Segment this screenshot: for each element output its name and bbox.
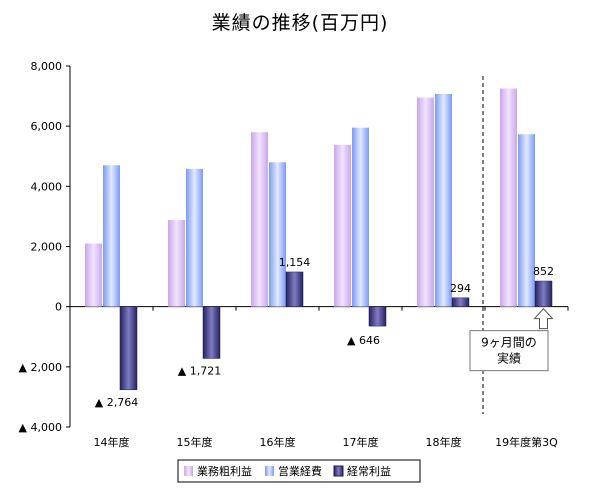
data-label: 294 xyxy=(450,282,471,295)
bar xyxy=(269,162,286,307)
legend-swatch xyxy=(265,466,274,476)
bar xyxy=(352,127,369,307)
legend-label: 営業経費 xyxy=(278,464,322,478)
y-tick-label: 6,000 xyxy=(31,120,63,133)
legend-box xyxy=(177,459,421,483)
annotation-text: 9ヶ月間の xyxy=(481,336,537,350)
x-tick-label: 18年度 xyxy=(426,435,462,449)
bar xyxy=(186,168,203,307)
annotation-box xyxy=(469,330,549,372)
bar xyxy=(435,93,452,307)
chart-title: 業績の推移(百万円) xyxy=(211,12,389,34)
x-tick-label: 19年度第3Q xyxy=(495,435,558,449)
bar xyxy=(451,297,470,307)
bar xyxy=(417,97,434,307)
legend-swatch xyxy=(184,466,193,476)
x-tick-label: 17年度 xyxy=(343,435,379,449)
bar xyxy=(202,306,221,359)
data-label: 852 xyxy=(533,265,554,278)
bar xyxy=(534,280,553,307)
data-label: ▲ 1,721 xyxy=(178,364,221,377)
data-label: 1,154 xyxy=(279,256,311,269)
annotation-text: 実績 xyxy=(497,351,521,366)
x-tick-label: 14年度 xyxy=(94,435,130,449)
x-tick-label: 16年度 xyxy=(260,435,296,449)
bar xyxy=(368,306,387,327)
y-tick-label: ▲ 4,000 xyxy=(19,421,62,434)
bar xyxy=(119,306,138,391)
bar xyxy=(334,144,351,307)
x-tick-label: 15年度 xyxy=(177,435,213,449)
y-tick-label: 2,000 xyxy=(31,241,63,254)
bar xyxy=(518,134,535,307)
legend-swatch xyxy=(333,465,344,477)
bar xyxy=(168,220,185,307)
data-label: ▲ 646 xyxy=(347,334,380,347)
bar xyxy=(500,88,517,307)
legend-label: 業務粗利益 xyxy=(197,464,252,478)
y-tick-label: 4,000 xyxy=(31,180,63,193)
y-tick-label: 0 xyxy=(55,301,62,314)
y-tick-label: ▲ 2,000 xyxy=(19,361,62,374)
bar xyxy=(285,271,304,307)
bar xyxy=(251,132,268,307)
bar xyxy=(85,243,102,307)
annotation-arrow xyxy=(533,307,554,330)
bar xyxy=(103,165,120,307)
legend-label: 経常利益 xyxy=(347,464,391,478)
data-label: ▲ 2,764 xyxy=(95,396,138,409)
y-tick-label: 8,000 xyxy=(31,60,63,73)
